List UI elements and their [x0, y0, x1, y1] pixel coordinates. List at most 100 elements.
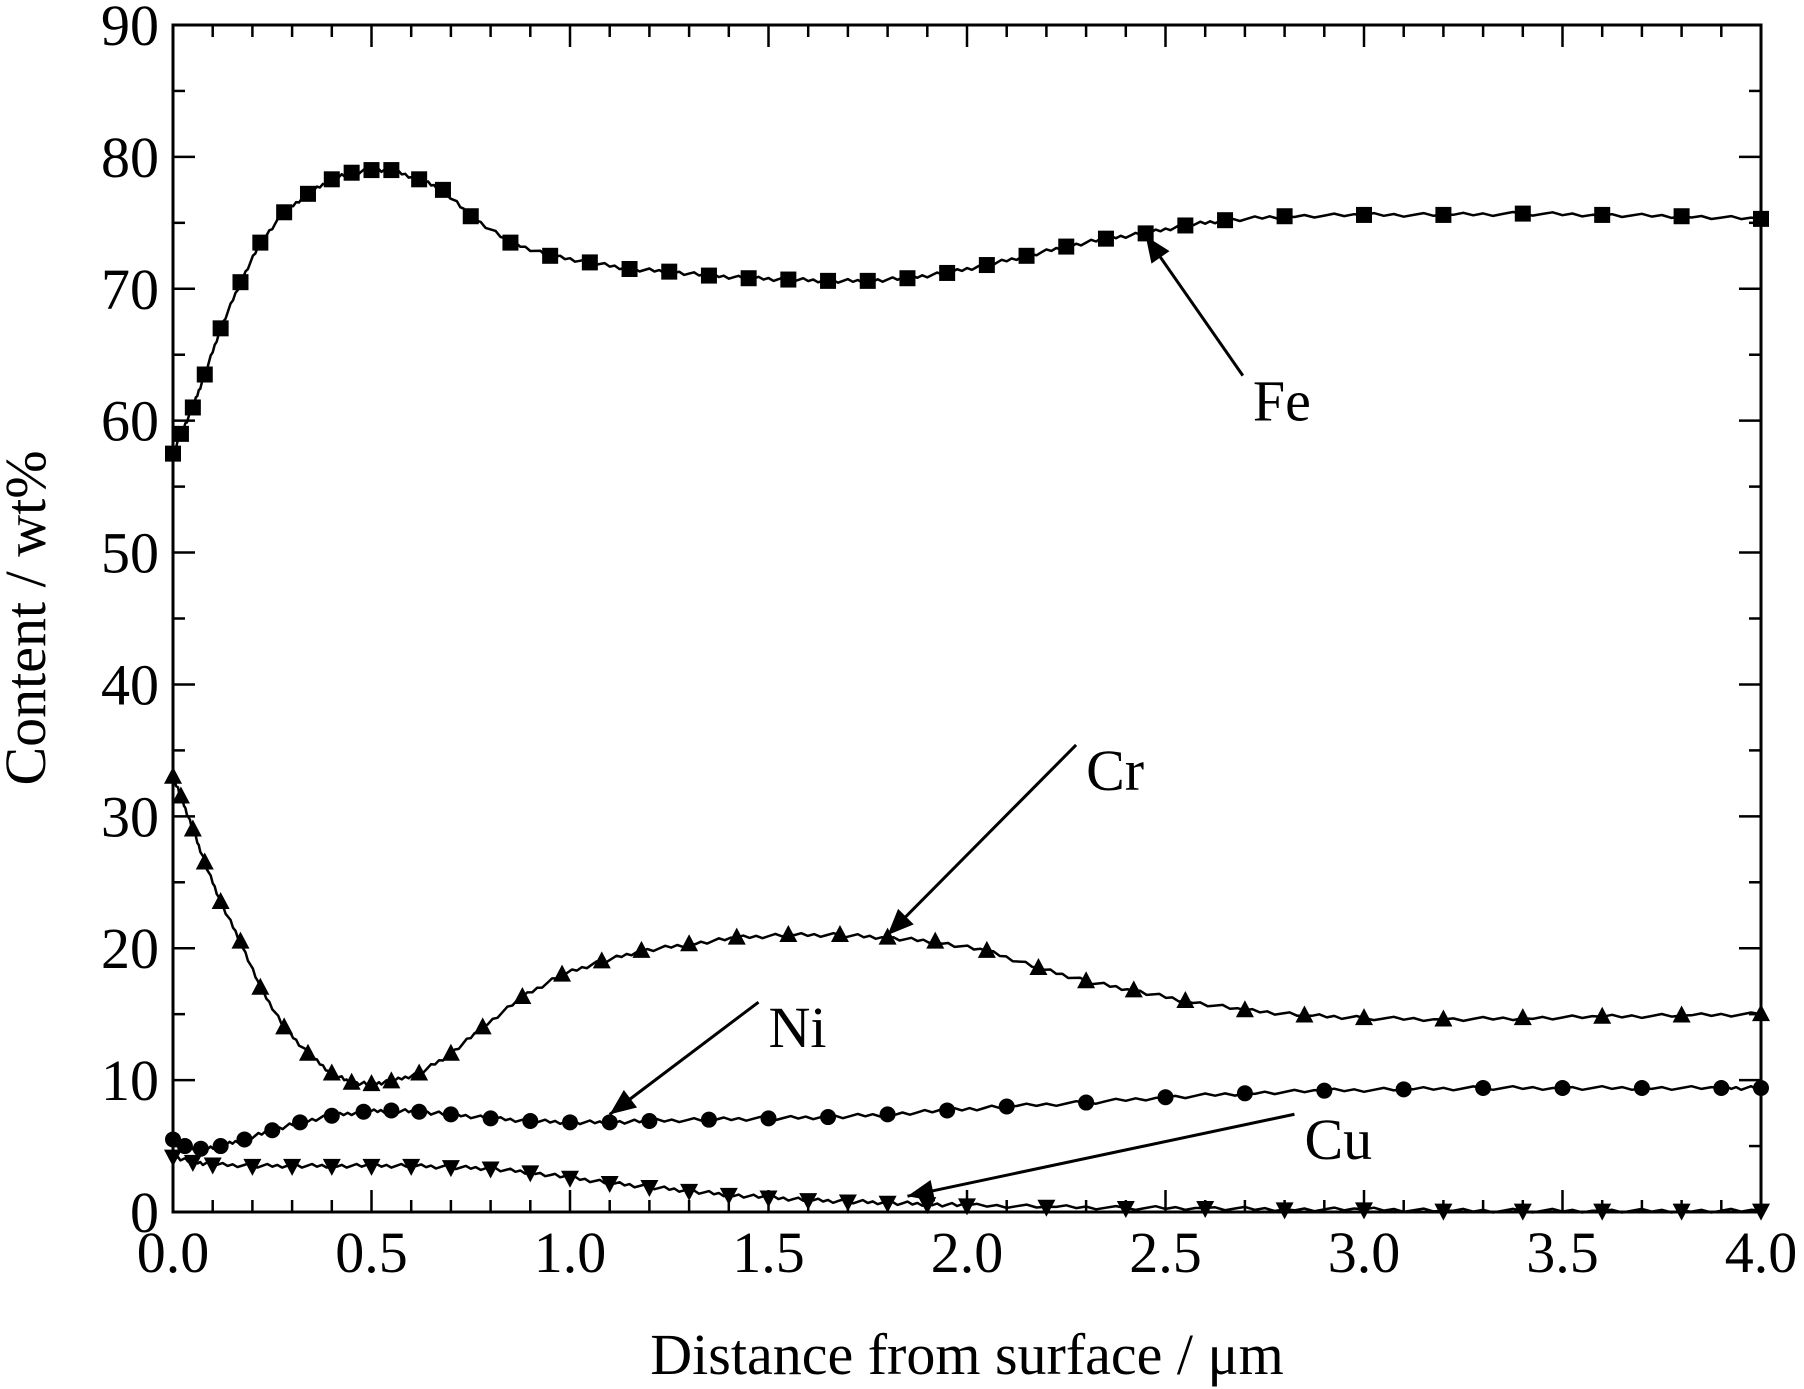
series-cu-marker	[719, 1187, 738, 1205]
y-tick-label: 10	[101, 1048, 159, 1113]
series-ni-marker	[562, 1114, 578, 1131]
series-cu-marker	[283, 1158, 302, 1176]
series-cu-marker	[799, 1193, 818, 1211]
arrowhead	[907, 1180, 936, 1202]
series-cr-marker	[1077, 971, 1096, 989]
series-fe-marker	[1594, 206, 1611, 223]
series-ni-marker	[411, 1103, 428, 1120]
series-cu-marker	[918, 1197, 937, 1215]
series-fe-marker	[411, 171, 428, 188]
series-cr-marker	[231, 931, 250, 949]
series-ni-marker	[1236, 1085, 1253, 1102]
series-cr-marker	[926, 931, 945, 949]
x-tick-label: 3.0	[1328, 1220, 1401, 1285]
annotation-label: Ni	[769, 995, 827, 1060]
series-layer	[164, 162, 1770, 1221]
series-cr-marker	[779, 925, 798, 943]
annotation-ni: Ni	[608, 995, 827, 1116]
annotation-label: Cr	[1086, 738, 1144, 803]
series-ni-marker	[760, 1110, 777, 1127]
series-fe-marker	[820, 272, 837, 289]
series-cu-marker	[243, 1158, 262, 1176]
series-cr-marker	[362, 1074, 381, 1092]
series-cr-marker	[878, 927, 897, 945]
series-ni-marker	[212, 1138, 229, 1155]
series-cr-marker	[1434, 1009, 1453, 1027]
series-cr-marker	[727, 927, 746, 945]
series-cr-marker	[1355, 1008, 1373, 1026]
series-ni-marker	[1633, 1080, 1650, 1097]
series-cr-marker	[275, 1017, 294, 1035]
series-fe-marker	[1514, 205, 1531, 222]
series-fe-marker	[383, 162, 400, 179]
series-ni-marker	[998, 1098, 1015, 1115]
series-cr-marker	[1176, 990, 1195, 1008]
series-ni-marker	[192, 1140, 209, 1157]
series-fe-marker	[542, 247, 559, 264]
series-ni-marker	[292, 1114, 309, 1131]
series-cu-marker	[600, 1175, 619, 1193]
series-cu-marker	[878, 1195, 897, 1213]
series-fe-marker	[661, 263, 678, 280]
series-ni-marker	[1395, 1081, 1412, 1098]
series-fe-marker	[434, 181, 451, 198]
x-tick-label: 3.5	[1526, 1220, 1599, 1285]
series-fe-marker	[276, 204, 293, 221]
series-cr-marker	[553, 964, 572, 982]
series-cu-marker	[640, 1179, 659, 1197]
series-cu-marker	[759, 1190, 778, 1208]
series-ni-marker	[879, 1106, 896, 1123]
series-cr-marker	[592, 951, 611, 969]
series-cr-marker	[1029, 958, 1048, 976]
series-cu-marker	[183, 1154, 202, 1172]
series-fe-marker	[212, 320, 229, 337]
series-fe-marker	[323, 171, 340, 188]
annotation-fe: Fe	[1144, 235, 1311, 434]
series-fe-marker	[780, 271, 797, 288]
x-axis-title: Distance from surface / μm	[650, 1322, 1283, 1387]
series-ni	[165, 1080, 1769, 1157]
y-tick-label: 90	[101, 0, 159, 58]
series-cr-marker	[410, 1063, 429, 1081]
series-cr-marker	[322, 1063, 341, 1081]
series-fe-marker	[232, 274, 249, 291]
y-axis-title: Content / wt%	[0, 450, 58, 785]
series-cu-marker	[1037, 1199, 1056, 1217]
series-ni-marker	[383, 1102, 400, 1119]
series-fe-marker	[1058, 238, 1075, 255]
series-ni-marker	[522, 1112, 539, 1129]
annotation-arrow	[1144, 235, 1245, 377]
series-fe-marker	[502, 234, 519, 251]
annotation-arrow	[886, 743, 1078, 937]
x-tick-label: 0.0	[137, 1220, 210, 1285]
series-cu-marker	[1116, 1201, 1135, 1219]
series-cr-marker	[171, 786, 190, 804]
annotation-cu: Cu	[907, 1107, 1372, 1202]
series-cr-marker	[1235, 1000, 1254, 1018]
series-fe-marker	[581, 254, 598, 271]
y-tick-label: 80	[101, 125, 159, 190]
series-fe-marker	[1673, 208, 1690, 225]
series-cu-marker	[521, 1165, 540, 1183]
series-cu-marker	[561, 1170, 579, 1188]
series-ni-marker	[641, 1112, 658, 1129]
series-cr-marker	[1124, 980, 1143, 998]
series-ni-marker	[1316, 1082, 1333, 1099]
series-cu-marker	[958, 1198, 976, 1216]
series-fe-marker	[740, 270, 757, 287]
series-fe-marker	[343, 164, 360, 181]
series-cr-marker	[1672, 1005, 1691, 1023]
series-cu-marker	[1196, 1201, 1215, 1219]
series-cr-marker	[977, 940, 996, 958]
series-ni-marker	[355, 1103, 372, 1120]
series-fe-marker	[939, 264, 956, 281]
plot-frame	[171, 23, 1763, 1214]
arrowhead	[1145, 236, 1170, 264]
series-ni-marker	[1475, 1080, 1492, 1097]
y-tick-label: 60	[101, 389, 159, 454]
x-tick-label: 0.5	[335, 1220, 408, 1285]
series-cr-marker	[513, 987, 532, 1005]
series-cu-marker	[203, 1157, 222, 1175]
series-fe-marker	[363, 162, 380, 179]
